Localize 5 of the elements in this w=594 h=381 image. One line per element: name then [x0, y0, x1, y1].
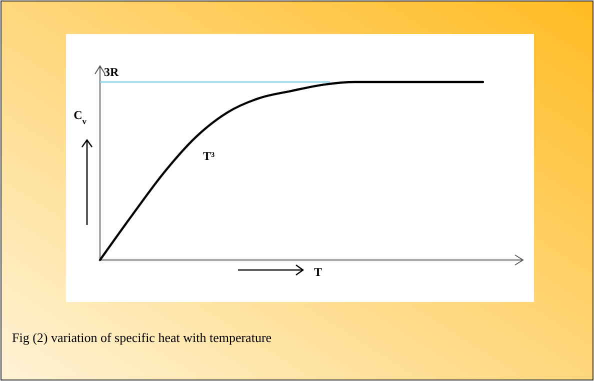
y-axis-title: C$_{v}$: [74, 108, 88, 126]
annotation: T³: [203, 149, 216, 163]
x-axis-title: T: [314, 265, 322, 279]
text: Fig (2) variation of specific heat with temperature: [12, 330, 272, 345]
ref-line-label: 3R: [104, 65, 119, 79]
